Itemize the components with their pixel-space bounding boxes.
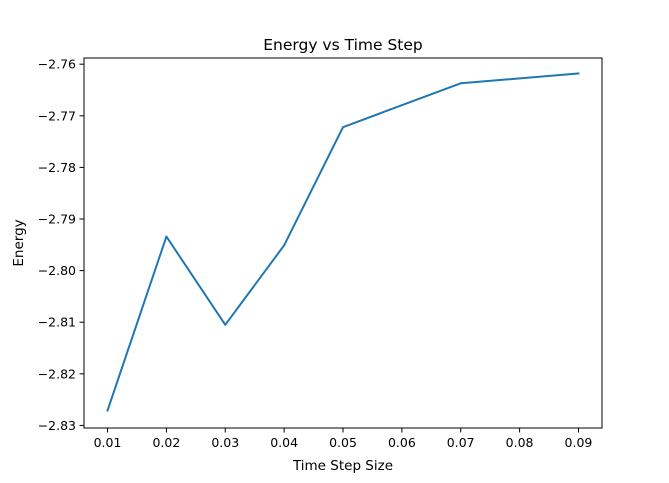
y-axis-title: Energy: [11, 219, 27, 266]
series-line-0: [106, 72, 580, 412]
x-tick-label: 0.04: [270, 435, 298, 450]
x-tick-label: 0.06: [388, 435, 416, 450]
axes-frame: [83, 57, 603, 429]
x-tick-label: 0.07: [447, 435, 475, 450]
x-tick-label: 0.05: [329, 435, 357, 450]
y-tick-label: −2.77: [38, 108, 76, 123]
y-tick-label: −2.81: [38, 315, 76, 330]
y-tick-label: −2.76: [38, 57, 76, 72]
x-tick-label: 0.02: [152, 435, 180, 450]
x-tick-label: 0.08: [506, 435, 534, 450]
x-tick-label: 0.03: [211, 435, 239, 450]
x-tick-label: 0.09: [565, 435, 593, 450]
y-tick-label: −2.79: [38, 212, 76, 227]
plot-area: [106, 72, 580, 412]
x-tick-label: 0.01: [94, 435, 122, 450]
y-tick-label: −2.80: [38, 263, 76, 278]
y-tick-label: −2.78: [38, 160, 76, 175]
y-tick-label: −2.83: [38, 418, 76, 433]
chart-title: Energy vs Time Step: [263, 36, 423, 54]
y-tick-label: −2.82: [38, 366, 76, 381]
ticks: 0.01 0.02 0.03 0.04 0.05 0.06 0.07 0.08 0.09 −2.8…: [38, 57, 593, 450]
x-axis-title: Time Step Size: [292, 458, 393, 474]
